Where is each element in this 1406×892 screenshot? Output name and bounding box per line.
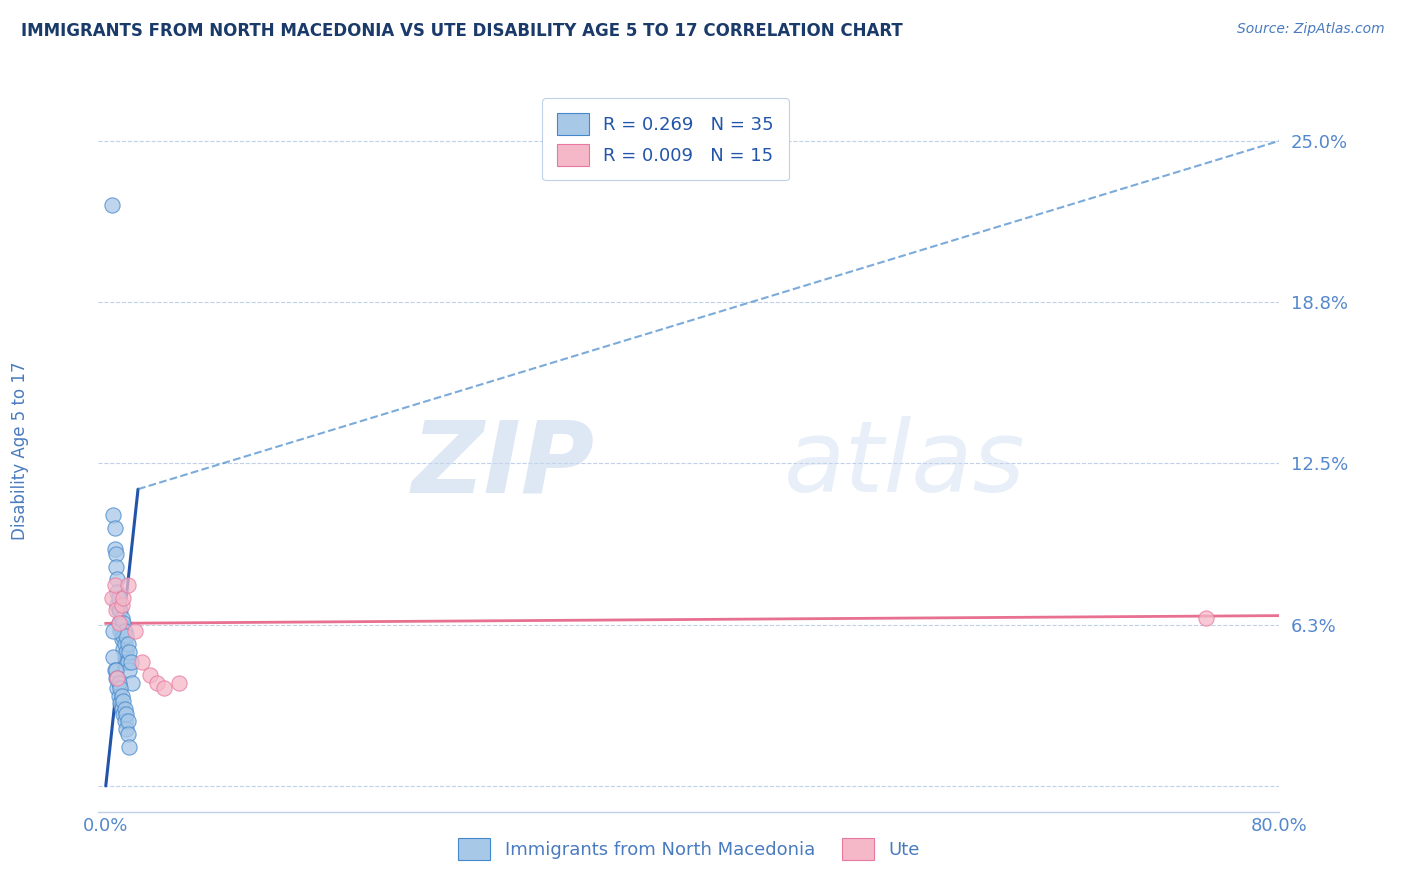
Point bbox=[153, 681, 176, 695]
Point bbox=[110, 697, 132, 711]
Text: atlas: atlas bbox=[783, 417, 1025, 514]
Point bbox=[111, 599, 134, 613]
Point bbox=[117, 577, 139, 591]
Point bbox=[112, 616, 135, 631]
Point bbox=[105, 559, 128, 574]
Point bbox=[103, 541, 125, 556]
Point bbox=[112, 694, 135, 708]
Point bbox=[1195, 611, 1218, 625]
Point bbox=[105, 603, 128, 617]
Point bbox=[112, 706, 135, 721]
Point bbox=[111, 689, 134, 703]
Point bbox=[167, 675, 190, 690]
Point bbox=[120, 655, 142, 669]
Point bbox=[100, 591, 122, 605]
Point bbox=[118, 740, 141, 755]
Point bbox=[139, 668, 162, 682]
Point bbox=[112, 642, 135, 657]
Point bbox=[117, 655, 139, 669]
Point bbox=[110, 603, 132, 617]
Point bbox=[108, 675, 131, 690]
Point bbox=[111, 632, 134, 646]
Point bbox=[112, 591, 135, 605]
Point bbox=[101, 624, 124, 639]
Point bbox=[115, 722, 138, 736]
Point bbox=[105, 547, 128, 561]
Point bbox=[121, 675, 143, 690]
Point bbox=[100, 198, 122, 212]
Point bbox=[107, 671, 129, 685]
Point bbox=[107, 585, 129, 599]
Point bbox=[118, 645, 141, 659]
Point bbox=[114, 624, 136, 639]
Text: IMMIGRANTS FROM NORTH MACEDONIA VS UTE DISABILITY AGE 5 TO 17 CORRELATION CHART: IMMIGRANTS FROM NORTH MACEDONIA VS UTE D… bbox=[21, 22, 903, 40]
Point bbox=[118, 663, 141, 677]
Point bbox=[131, 655, 153, 669]
Point bbox=[114, 714, 136, 729]
Point bbox=[112, 629, 135, 643]
Point bbox=[114, 649, 136, 664]
Point bbox=[117, 727, 139, 741]
Point bbox=[110, 616, 132, 631]
Point bbox=[108, 603, 131, 617]
Point bbox=[115, 706, 138, 721]
Point bbox=[110, 681, 132, 695]
Point bbox=[108, 591, 131, 605]
Point bbox=[107, 573, 129, 587]
Point bbox=[103, 521, 125, 535]
Point bbox=[108, 616, 131, 631]
Point bbox=[114, 637, 136, 651]
Point bbox=[111, 701, 134, 715]
Point bbox=[110, 624, 132, 639]
Point bbox=[108, 616, 131, 631]
Point bbox=[115, 629, 138, 643]
Point bbox=[105, 671, 128, 685]
Point bbox=[111, 611, 134, 625]
Point bbox=[101, 508, 124, 522]
Point bbox=[124, 624, 146, 639]
Text: ZIP: ZIP bbox=[412, 417, 595, 514]
Point bbox=[107, 681, 129, 695]
Point bbox=[146, 675, 169, 690]
Point bbox=[103, 577, 125, 591]
Point bbox=[107, 671, 129, 685]
Point bbox=[115, 645, 138, 659]
Text: Source: ZipAtlas.com: Source: ZipAtlas.com bbox=[1237, 22, 1385, 37]
Point bbox=[117, 637, 139, 651]
Point bbox=[108, 689, 131, 703]
Point bbox=[114, 701, 136, 715]
Y-axis label: Disability Age 5 to 17: Disability Age 5 to 17 bbox=[11, 361, 30, 540]
Point bbox=[103, 663, 125, 677]
Point bbox=[115, 655, 138, 669]
Point bbox=[111, 624, 134, 639]
Point bbox=[101, 649, 124, 664]
Point bbox=[105, 663, 128, 677]
Point bbox=[117, 714, 139, 729]
Point bbox=[107, 599, 129, 613]
Legend: Immigrants from North Macedonia, Ute: Immigrants from North Macedonia, Ute bbox=[450, 831, 928, 868]
